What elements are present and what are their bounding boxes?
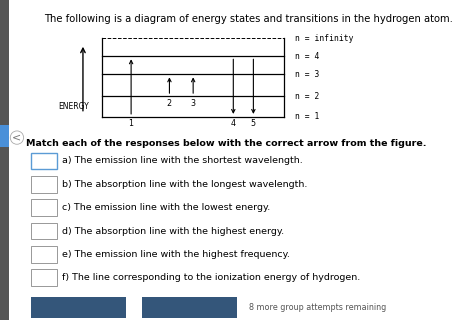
Bar: [31, 153, 57, 169]
Text: ENERGY: ENERGY: [58, 102, 89, 111]
Text: The following is a diagram of energy states and transitions in the hydrogen atom: The following is a diagram of energy sta…: [45, 14, 453, 24]
Text: 1: 1: [128, 119, 134, 128]
Bar: [31, 246, 57, 263]
Bar: [31, 176, 57, 193]
Text: n = 2: n = 2: [295, 92, 319, 100]
Text: 1: 1: [41, 156, 47, 165]
Text: 8 more group attempts remaining: 8 more group attempts remaining: [249, 303, 386, 312]
Text: 2: 2: [167, 99, 172, 108]
Text: 4: 4: [231, 119, 236, 128]
Bar: [0, 125, 9, 147]
Text: b) The absorption line with the longest wavelength.: b) The absorption line with the longest …: [62, 180, 307, 189]
Text: Retry Entire Group: Retry Entire Group: [144, 303, 236, 312]
Text: Match each of the responses below with the correct arrow from the figure.: Match each of the responses below with t…: [26, 139, 427, 148]
Text: e) The emission line with the highest frequency.: e) The emission line with the highest fr…: [62, 250, 290, 259]
Text: a) The emission line with the shortest wavelength.: a) The emission line with the shortest w…: [62, 156, 302, 165]
Text: <: <: [12, 132, 22, 143]
Bar: [31, 297, 126, 317]
Text: d) The absorption line with the highest energy.: d) The absorption line with the highest …: [62, 227, 284, 236]
Text: Submit Answer: Submit Answer: [41, 303, 115, 312]
Text: n = 4: n = 4: [295, 52, 319, 61]
Bar: [31, 199, 57, 216]
Bar: [31, 223, 57, 239]
Text: n = infinity: n = infinity: [295, 34, 353, 43]
Text: 5: 5: [251, 119, 256, 128]
Bar: [142, 297, 237, 317]
Text: n = 3: n = 3: [295, 70, 319, 79]
Text: c) The emission line with the lowest energy.: c) The emission line with the lowest ene…: [62, 203, 270, 212]
Bar: [31, 269, 57, 286]
Text: 3: 3: [191, 99, 196, 108]
Bar: [0, 0, 9, 320]
Text: f) The line corresponding to the ionization energy of hydrogen.: f) The line corresponding to the ionizat…: [62, 273, 360, 282]
Text: n = 1: n = 1: [295, 112, 319, 121]
